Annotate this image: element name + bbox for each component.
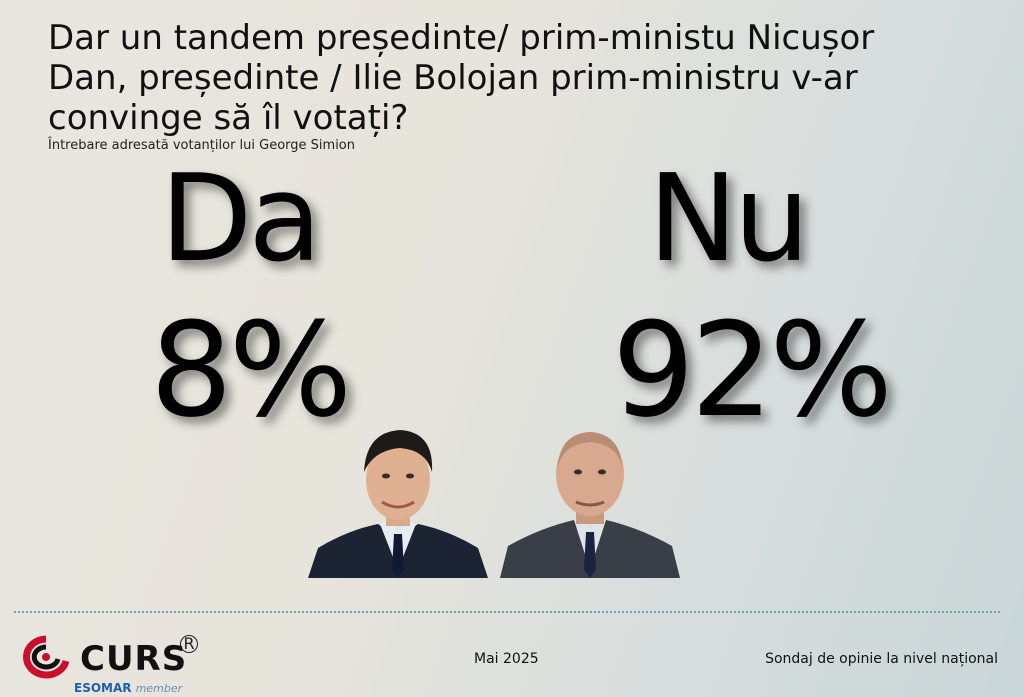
survey-date: Mai 2025 bbox=[474, 651, 539, 667]
survey-type: Sondaj de opinie la nivel național bbox=[765, 651, 998, 667]
curs-logo: CURS R ESOMAR member bbox=[20, 635, 210, 695]
curs-logo-text: CURS bbox=[80, 639, 188, 679]
esomar-member-text: member bbox=[135, 682, 183, 695]
esomar-badge: ESOMAR member bbox=[74, 681, 182, 695]
portrait-ilie-bolojan bbox=[500, 420, 680, 578]
esomar-text: ESOMAR bbox=[74, 681, 132, 695]
question-subtitle: Întrebare adresată votanților lui George… bbox=[48, 138, 355, 153]
answer-no-label: Nu bbox=[648, 150, 810, 289]
footer-divider bbox=[14, 611, 1000, 613]
portrait-nicusor-dan bbox=[308, 420, 488, 578]
answer-no-percent: 92% bbox=[612, 294, 893, 446]
curs-logo-icon bbox=[23, 635, 70, 679]
question-title: Dar un tandem președinte/ prim-ministu N… bbox=[48, 18, 875, 138]
answer-yes-percent: 8% bbox=[150, 294, 352, 446]
registered-mark: R bbox=[180, 635, 198, 653]
answer-yes-label: Da bbox=[160, 150, 322, 289]
